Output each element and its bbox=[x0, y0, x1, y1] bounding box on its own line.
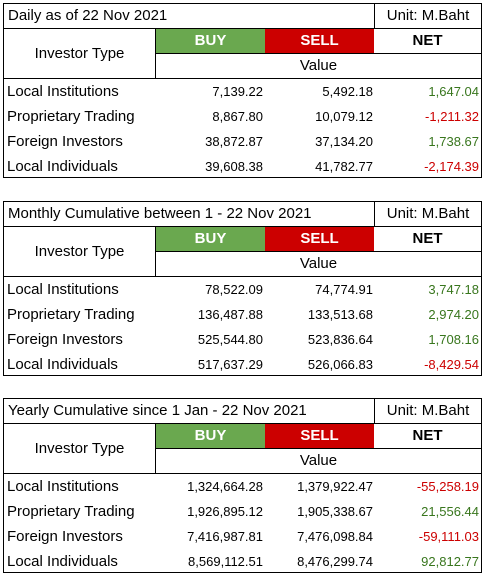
investor-label: Proprietary Trading bbox=[7, 108, 135, 125]
table-row: Local Institutions 78,522.09 74,774.91 3… bbox=[4, 277, 481, 302]
net-value: 92,812.77 bbox=[421, 554, 479, 569]
buy-value: 7,139.22 bbox=[212, 84, 263, 99]
net-header: NET bbox=[412, 32, 443, 49]
table-row: Local Individuals 8,569,112.51 8,476,299… bbox=[4, 549, 481, 574]
investor-label: Foreign Investors bbox=[7, 133, 123, 150]
buy-value: 1,926,895.12 bbox=[187, 504, 263, 519]
buy-value: 8,569,112.51 bbox=[188, 554, 263, 569]
investor-label: Local Institutions bbox=[7, 281, 119, 298]
net-value: 1,647.04 bbox=[428, 84, 479, 99]
table-body: Local Institutions 1,324,664.28 1,379,92… bbox=[4, 474, 481, 574]
table-row: Proprietary Trading 8,867.80 10,079.12 -… bbox=[4, 104, 481, 129]
net-value: -8,429.54 bbox=[424, 357, 479, 372]
sell-value: 41,782.77 bbox=[315, 159, 373, 174]
value-header: Value bbox=[156, 251, 481, 276]
table-title: Daily as of 22 Nov 2021 bbox=[8, 7, 168, 24]
unit-label: Unit: M.Baht bbox=[374, 202, 481, 226]
daily-table: Daily as of 22 Nov 2021 Unit: M.Baht Inv… bbox=[3, 3, 482, 178]
buy-header: BUY bbox=[156, 424, 265, 448]
buy-value: 525,544.80 bbox=[197, 332, 263, 347]
net-header: NET bbox=[412, 427, 443, 444]
sell-value: 5,492.18 bbox=[322, 84, 373, 99]
table-row: Proprietary Trading 136,487.88 133,513.6… bbox=[4, 302, 481, 327]
sell-value: 10,079.12 bbox=[315, 109, 373, 124]
sell-value: 133,513.68 bbox=[307, 307, 373, 322]
buy-value: 78,522.09 bbox=[205, 282, 263, 297]
sell-header: SELL bbox=[265, 29, 374, 53]
sell-value: 523,836.64 bbox=[307, 332, 373, 347]
table-header: Investor Type BUY SELL NET Value bbox=[4, 227, 481, 277]
table-title: Yearly Cumulative since 1 Jan - 22 Nov 2… bbox=[8, 402, 307, 419]
investor-type-header: Investor Type bbox=[4, 227, 156, 276]
net-value: 1,708.16 bbox=[428, 332, 479, 347]
unit-label: Unit: M.Baht bbox=[374, 4, 481, 28]
buy-value: 38,872.87 bbox=[205, 134, 263, 149]
investor-label: Foreign Investors bbox=[7, 528, 123, 545]
buy-value: 1,324,664.28 bbox=[187, 479, 263, 494]
yearly-table: Yearly Cumulative since 1 Jan - 22 Nov 2… bbox=[3, 398, 482, 573]
investor-label: Proprietary Trading bbox=[7, 503, 135, 520]
sell-value: 526,066.83 bbox=[307, 357, 373, 372]
investor-type-header: Investor Type bbox=[4, 29, 156, 78]
sell-value: 74,774.91 bbox=[315, 282, 373, 297]
investor-label: Local Institutions bbox=[7, 478, 119, 495]
net-value: -1,211.32 bbox=[425, 109, 479, 124]
unit-label: Unit: M.Baht bbox=[374, 399, 481, 423]
monthly-table: Monthly Cumulative between 1 - 22 Nov 20… bbox=[3, 201, 482, 376]
buy-value: 136,487.88 bbox=[197, 307, 263, 322]
sell-value: 7,476,098.84 bbox=[297, 529, 373, 544]
table-row: Local Institutions 1,324,664.28 1,379,92… bbox=[4, 474, 481, 499]
table-row: Proprietary Trading 1,926,895.12 1,905,3… bbox=[4, 499, 481, 524]
sell-value: 8,476,299.74 bbox=[297, 554, 373, 569]
table-row: Local Individuals 39,608.38 41,782.77 -2… bbox=[4, 154, 481, 179]
buy-value: 7,416,987.81 bbox=[187, 529, 263, 544]
investor-label: Local Institutions bbox=[7, 83, 119, 100]
sell-header: SELL bbox=[265, 424, 374, 448]
value-header: Value bbox=[156, 53, 481, 78]
table-header: Investor Type BUY SELL NET Value bbox=[4, 424, 481, 474]
net-value: 21,556.44 bbox=[421, 504, 479, 519]
buy-value: 39,608.38 bbox=[205, 159, 263, 174]
table-row: Foreign Investors 7,416,987.81 7,476,098… bbox=[4, 524, 481, 549]
buy-header: BUY bbox=[156, 227, 265, 251]
investor-label: Local Individuals bbox=[7, 553, 118, 570]
table-body: Local Institutions 7,139.22 5,492.18 1,6… bbox=[4, 79, 481, 179]
sell-value: 1,379,922.47 bbox=[297, 479, 373, 494]
investor-type-header: Investor Type bbox=[4, 424, 156, 473]
sell-header: SELL bbox=[265, 227, 374, 251]
table-title: Monthly Cumulative between 1 - 22 Nov 20… bbox=[8, 205, 312, 222]
table-body: Local Institutions 78,522.09 74,774.91 3… bbox=[4, 277, 481, 377]
table-title-row: Daily as of 22 Nov 2021 Unit: M.Baht bbox=[4, 4, 481, 29]
net-value: 1,738.67 bbox=[428, 134, 479, 149]
net-header: NET bbox=[412, 230, 443, 247]
net-value: 2,974.20 bbox=[428, 307, 479, 322]
investor-label: Local Individuals bbox=[7, 356, 118, 373]
value-header: Value bbox=[156, 448, 481, 473]
table-row: Foreign Investors 525,544.80 523,836.64 … bbox=[4, 327, 481, 352]
investor-label: Local Individuals bbox=[7, 158, 118, 175]
buy-value: 8,867.80 bbox=[212, 109, 263, 124]
buy-header: BUY bbox=[156, 29, 265, 53]
table-title-row: Monthly Cumulative between 1 - 22 Nov 20… bbox=[4, 202, 481, 227]
sell-value: 37,134.20 bbox=[315, 134, 373, 149]
table-title-row: Yearly Cumulative since 1 Jan - 22 Nov 2… bbox=[4, 399, 481, 424]
net-value: 3,747.18 bbox=[428, 282, 479, 297]
table-row: Local Institutions 7,139.22 5,492.18 1,6… bbox=[4, 79, 481, 104]
net-value: -2,174.39 bbox=[424, 159, 479, 174]
net-value: -59,111.03 bbox=[418, 529, 479, 544]
net-value: -55,258.19 bbox=[416, 479, 479, 494]
table-header: Investor Type BUY SELL NET Value bbox=[4, 29, 481, 79]
table-row: Foreign Investors 38,872.87 37,134.20 1,… bbox=[4, 129, 481, 154]
buy-value: 517,637.29 bbox=[197, 357, 263, 372]
sell-value: 1,905,338.67 bbox=[297, 504, 373, 519]
table-row: Local Individuals 517,637.29 526,066.83 … bbox=[4, 352, 481, 377]
investor-label: Proprietary Trading bbox=[7, 306, 135, 323]
investor-label: Foreign Investors bbox=[7, 331, 123, 348]
